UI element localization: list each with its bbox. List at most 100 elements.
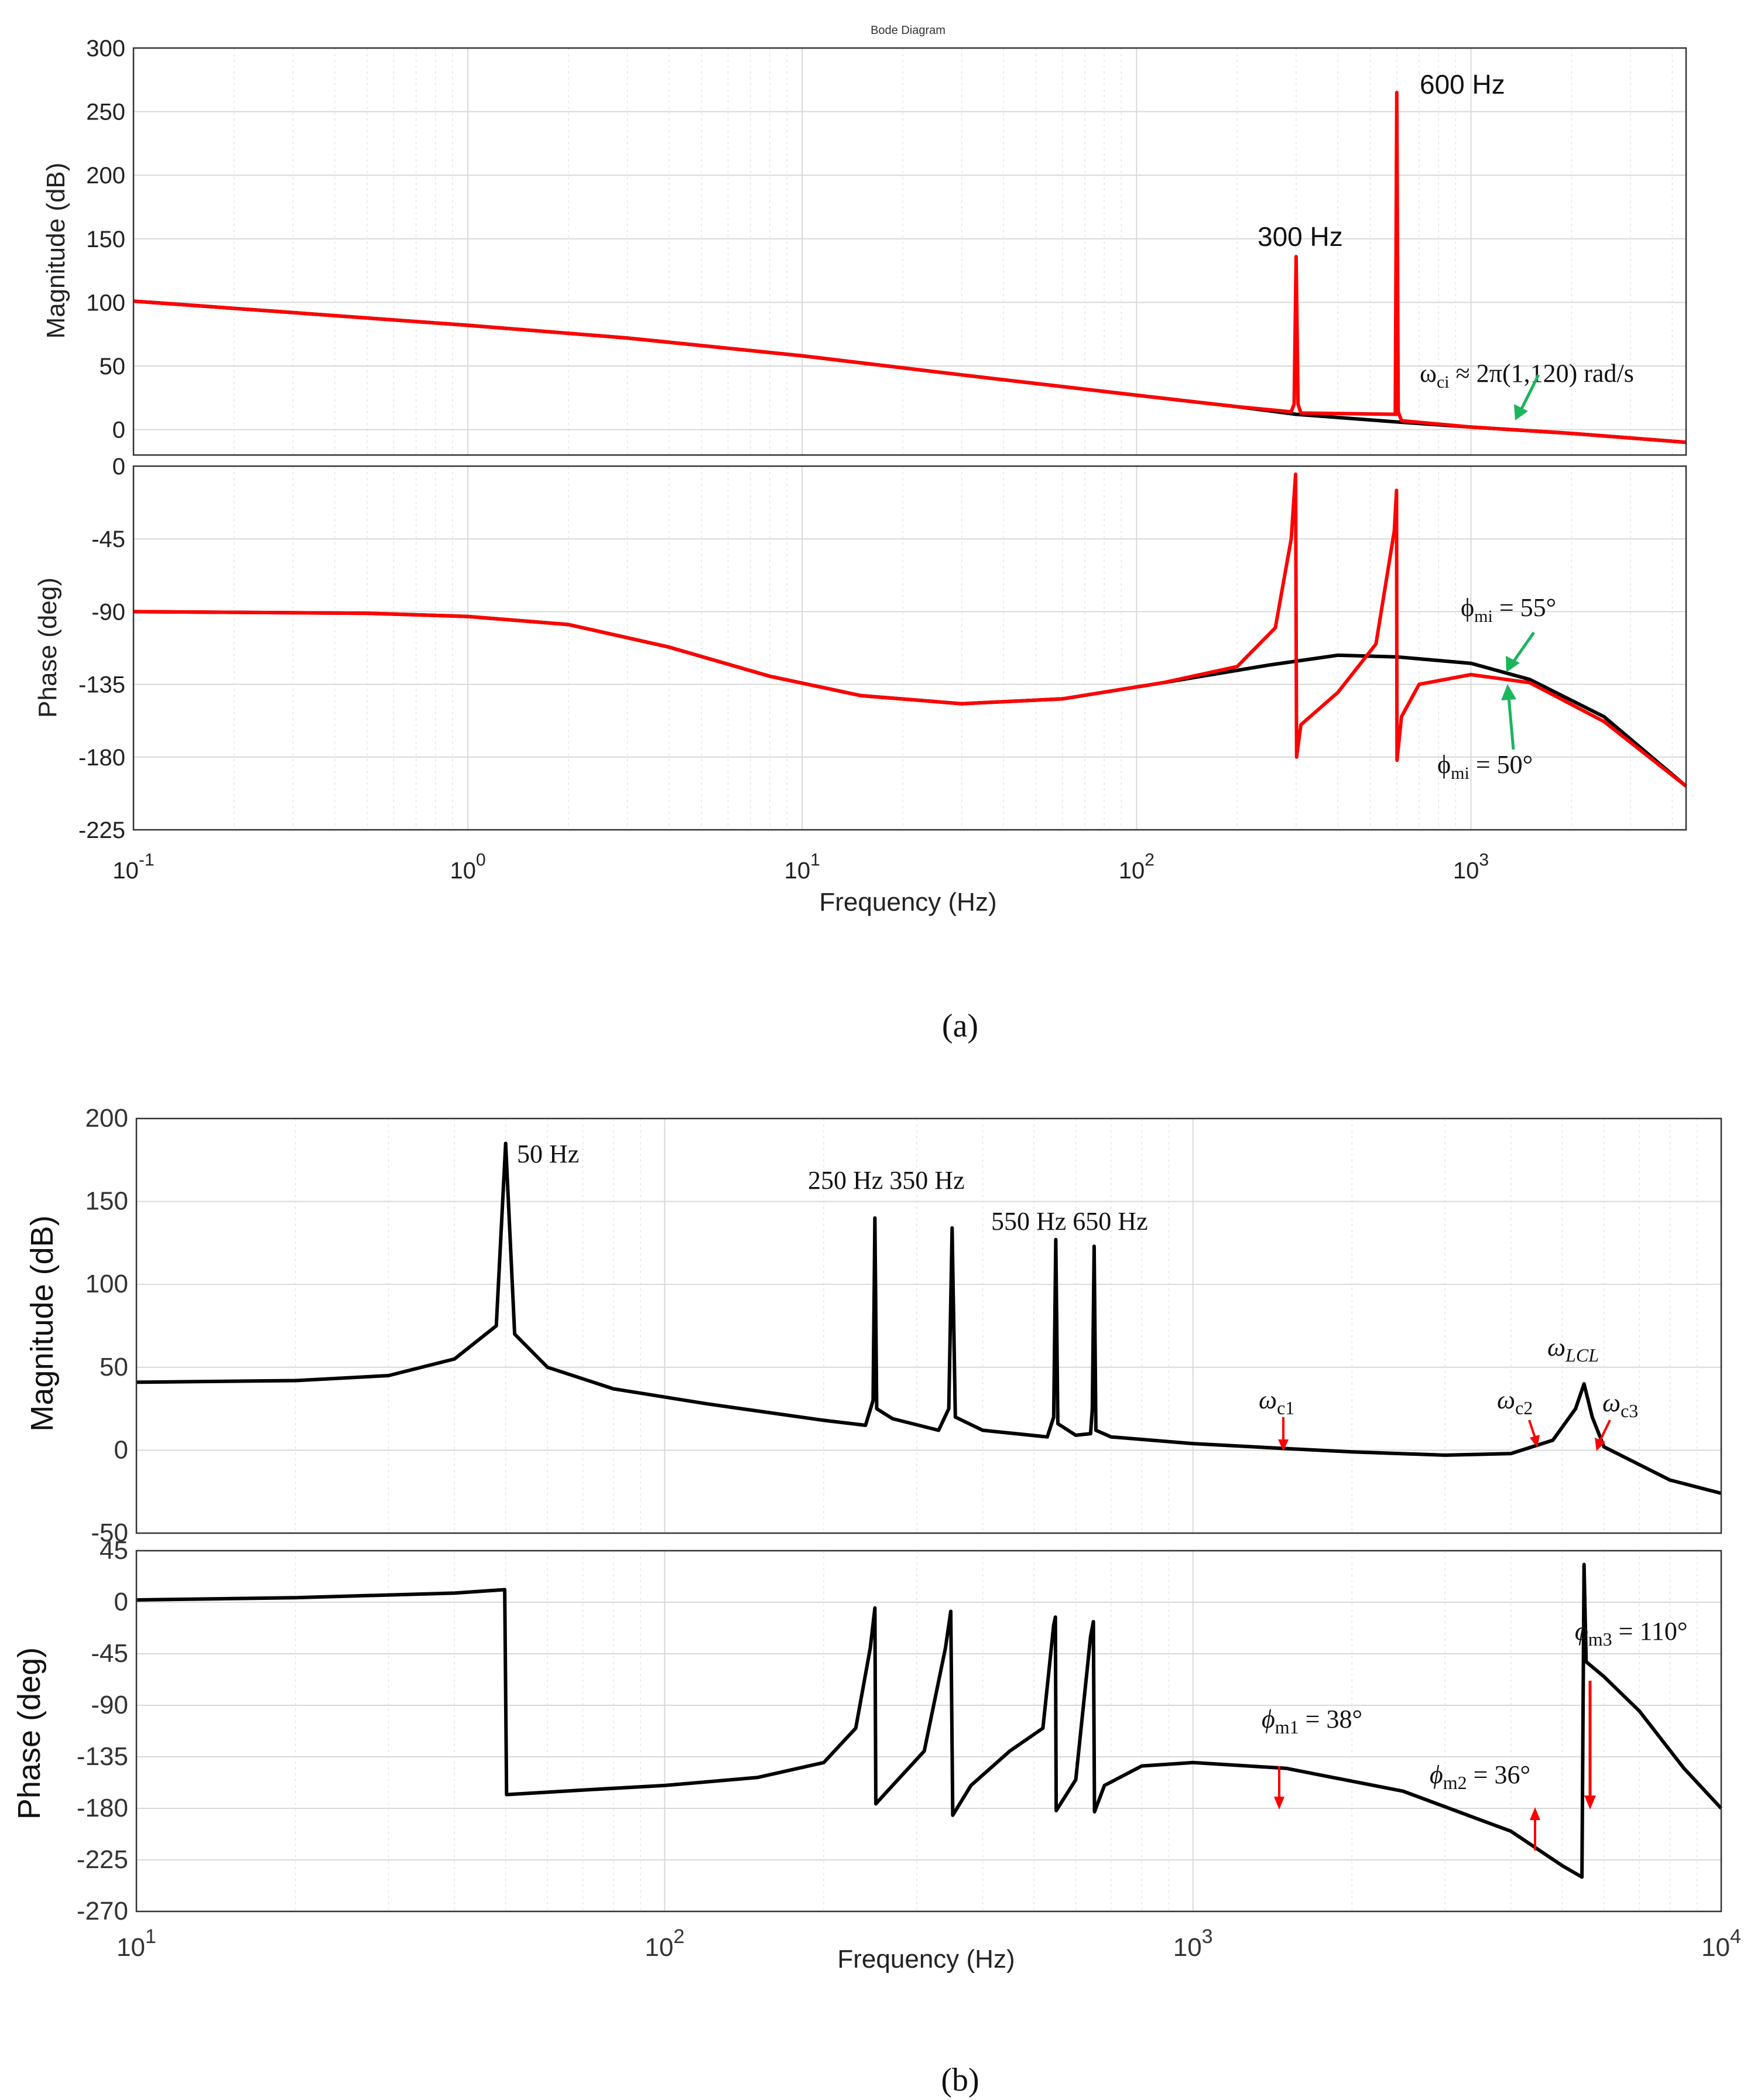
panel-b-magnitude-plot: 200 150 100 50 0 -50 Magnitude (dB) 50 Hz 250…: [25, 1104, 1722, 1547]
panel-b-phase-series: [136, 1562, 1723, 1879]
panel-a-phase-ylabel: Phase (deg): [33, 577, 62, 718]
red-arrowhead-omega-c2: [1530, 1435, 1540, 1448]
annotation-omega-c1: ωc1: [1259, 1386, 1294, 1418]
x-tick-base: 10: [1173, 1933, 1202, 1962]
panel-a-phase-yticks: 0 -45 -90 -135 -180 -225: [78, 454, 125, 843]
phi-m3-value: = 110°: [1612, 1617, 1688, 1646]
y-tick-label: 300: [86, 36, 125, 61]
y-tick-label: -90: [91, 599, 125, 625]
x-tick-base: 10: [1701, 1933, 1730, 1962]
panel-a-magnitude-ylabel: Magnitude (dB): [42, 163, 70, 339]
phi-m3-symbol: ϕ: [1575, 1617, 1588, 1646]
phi-mi-50-symbol: ϕ: [1437, 750, 1451, 779]
x-tick-label: 10-1: [112, 850, 154, 884]
x-tick-exponent: 1: [810, 850, 820, 870]
green-arrowhead-phi-mi-50: [1501, 684, 1516, 700]
y-tick-label: 0: [112, 454, 125, 480]
x-tick-exponent: 4: [1730, 1925, 1741, 1948]
x-tick-label: 103: [1453, 850, 1489, 884]
annotation-550-650hz: 550 Hz 650 Hz: [991, 1207, 1148, 1236]
omega-c3-subscript: c3: [1621, 1400, 1638, 1421]
y-tick-label: -45: [91, 1639, 128, 1668]
panel-b-magnitude-ylabel: Magnitude (dB): [25, 1215, 60, 1431]
panel-a-caption: (a): [942, 1008, 978, 1044]
y-tick-label: 45: [100, 1536, 128, 1565]
red-arrowhead-phi-m2: [1530, 1807, 1540, 1820]
y-tick-label: 100: [85, 1270, 128, 1298]
panel-b-magnitude-frame: [135, 1117, 1722, 1534]
phi-m1-subscript: m1: [1275, 1716, 1299, 1738]
y-tick-label: 0: [114, 1435, 128, 1464]
x-tick-exponent: 2: [673, 1925, 684, 1948]
y-tick-label: -90: [91, 1691, 128, 1719]
phi-mi-55-symbol: ϕ: [1461, 593, 1474, 622]
annotation-omega-lcl: ωLCL: [1547, 1333, 1599, 1366]
panel-b-magnitude-series: [136, 1141, 1722, 1495]
phi-m1-symbol: ϕ: [1262, 1705, 1275, 1733]
omega-ci-value: ≈ 2π(1,120) rad/s: [1450, 359, 1634, 388]
panel-a-phase-series: [133, 472, 1687, 788]
panel-a-phase-plot: 0-45-90-135-180-225 Phase (deg) ϕmi = 55…: [33, 454, 1687, 843]
y-tick-label: 100: [86, 290, 125, 316]
x-tick-exponent: 1: [145, 1925, 156, 1948]
phi-mi-55-value: = 55°: [1493, 593, 1556, 622]
red-arrowhead-phi-m1: [1274, 1797, 1284, 1810]
phi-m1-value: = 38°: [1299, 1705, 1362, 1733]
annotation-phi-mi-55: ϕmi = 55°: [1461, 593, 1556, 626]
y-tick-label: -180: [78, 745, 125, 771]
annotation-omega-c3: ωc3: [1602, 1388, 1638, 1421]
omega-ci-subscript: ci: [1437, 372, 1450, 392]
series-line-phase-0: [136, 1562, 1723, 1879]
x-tick-label: 102: [645, 1925, 684, 1962]
y-tick-label: 0: [112, 418, 125, 443]
omega-c2-subscript: c2: [1515, 1397, 1533, 1418]
red-arrow-omega-c3: [1599, 1420, 1611, 1441]
y-tick-label: 50: [100, 354, 126, 379]
green-arrow-omega-ci: [1519, 374, 1540, 411]
panel-b-phase-plot: 450-45-90-135-180-225-270 Phase (deg) ϕm…: [12, 1536, 1723, 1925]
phi-m3-subscript: m3: [1588, 1629, 1612, 1650]
panel-a-xticks: 10-1 100 101 102 103: [112, 850, 1489, 884]
panel-b-caption: (b): [941, 2062, 979, 2098]
panel-a-magnitude-series: [133, 91, 1687, 444]
series-line-magnitude-0: [136, 1141, 1722, 1495]
x-tick-label: 101: [117, 1925, 156, 1962]
x-tick-base: 10: [1119, 858, 1145, 884]
y-tick-label: -50: [91, 1518, 128, 1547]
panel-a-magnitude-plot: 300 250 200 150 100 50 0 Magnitude (dB) 600 Hz…: [42, 36, 1687, 456]
phi-mi-55-subscript: mi: [1474, 607, 1493, 626]
x-tick-label: 103: [1173, 1925, 1213, 1962]
y-tick-label: 150: [86, 227, 125, 252]
x-tick-base: 10: [1453, 858, 1479, 884]
y-tick-label: -135: [77, 1742, 128, 1771]
omega-c1-symbol: ω: [1259, 1386, 1277, 1414]
omega-c2-symbol: ω: [1497, 1386, 1515, 1414]
series-line-magnitude-1: [133, 91, 1687, 444]
omega-lcl-symbol: ω: [1547, 1333, 1565, 1362]
annotation-phi-m2: ϕm2 = 36°: [1430, 1760, 1530, 1793]
x-tick-base: 10: [645, 1933, 673, 1962]
x-tick-label: 100: [450, 850, 486, 884]
panel-b-phase-frame: [135, 1550, 1722, 1913]
y-tick-label: -45: [91, 526, 125, 552]
green-arrowhead-omega-ci: [1514, 404, 1528, 420]
panel-b-xticks: 101 102 103 104: [117, 1925, 1741, 1962]
panel-b-magnitude-yticks: 200 150 100 50 0 -50: [85, 1104, 128, 1547]
y-tick-label: -180: [77, 1794, 128, 1822]
x-tick-exponent: 0: [476, 850, 486, 870]
x-tick-label: 101: [784, 850, 820, 884]
annotation-600hz: 600 Hz: [1420, 69, 1505, 100]
x-tick-exponent: 3: [1479, 850, 1489, 870]
phi-m2-symbol: ϕ: [1430, 1760, 1443, 1789]
panel-b-phase-grid: [136, 1550, 1722, 1912]
panel-b-xlabel: Frequency (Hz): [837, 1945, 1015, 1974]
annotation-phi-mi-50: ϕmi = 50°: [1437, 750, 1533, 783]
x-tick-label: 104: [1701, 1925, 1741, 1962]
x-tick-label: 102: [1119, 850, 1155, 884]
green-arrow-phi-mi-55: [1512, 631, 1536, 663]
annotation-phi-m1: ϕm1 = 38°: [1262, 1705, 1362, 1738]
omega-lcl-subscript: LCL: [1565, 1345, 1599, 1366]
y-tick-label: 0: [114, 1588, 128, 1616]
